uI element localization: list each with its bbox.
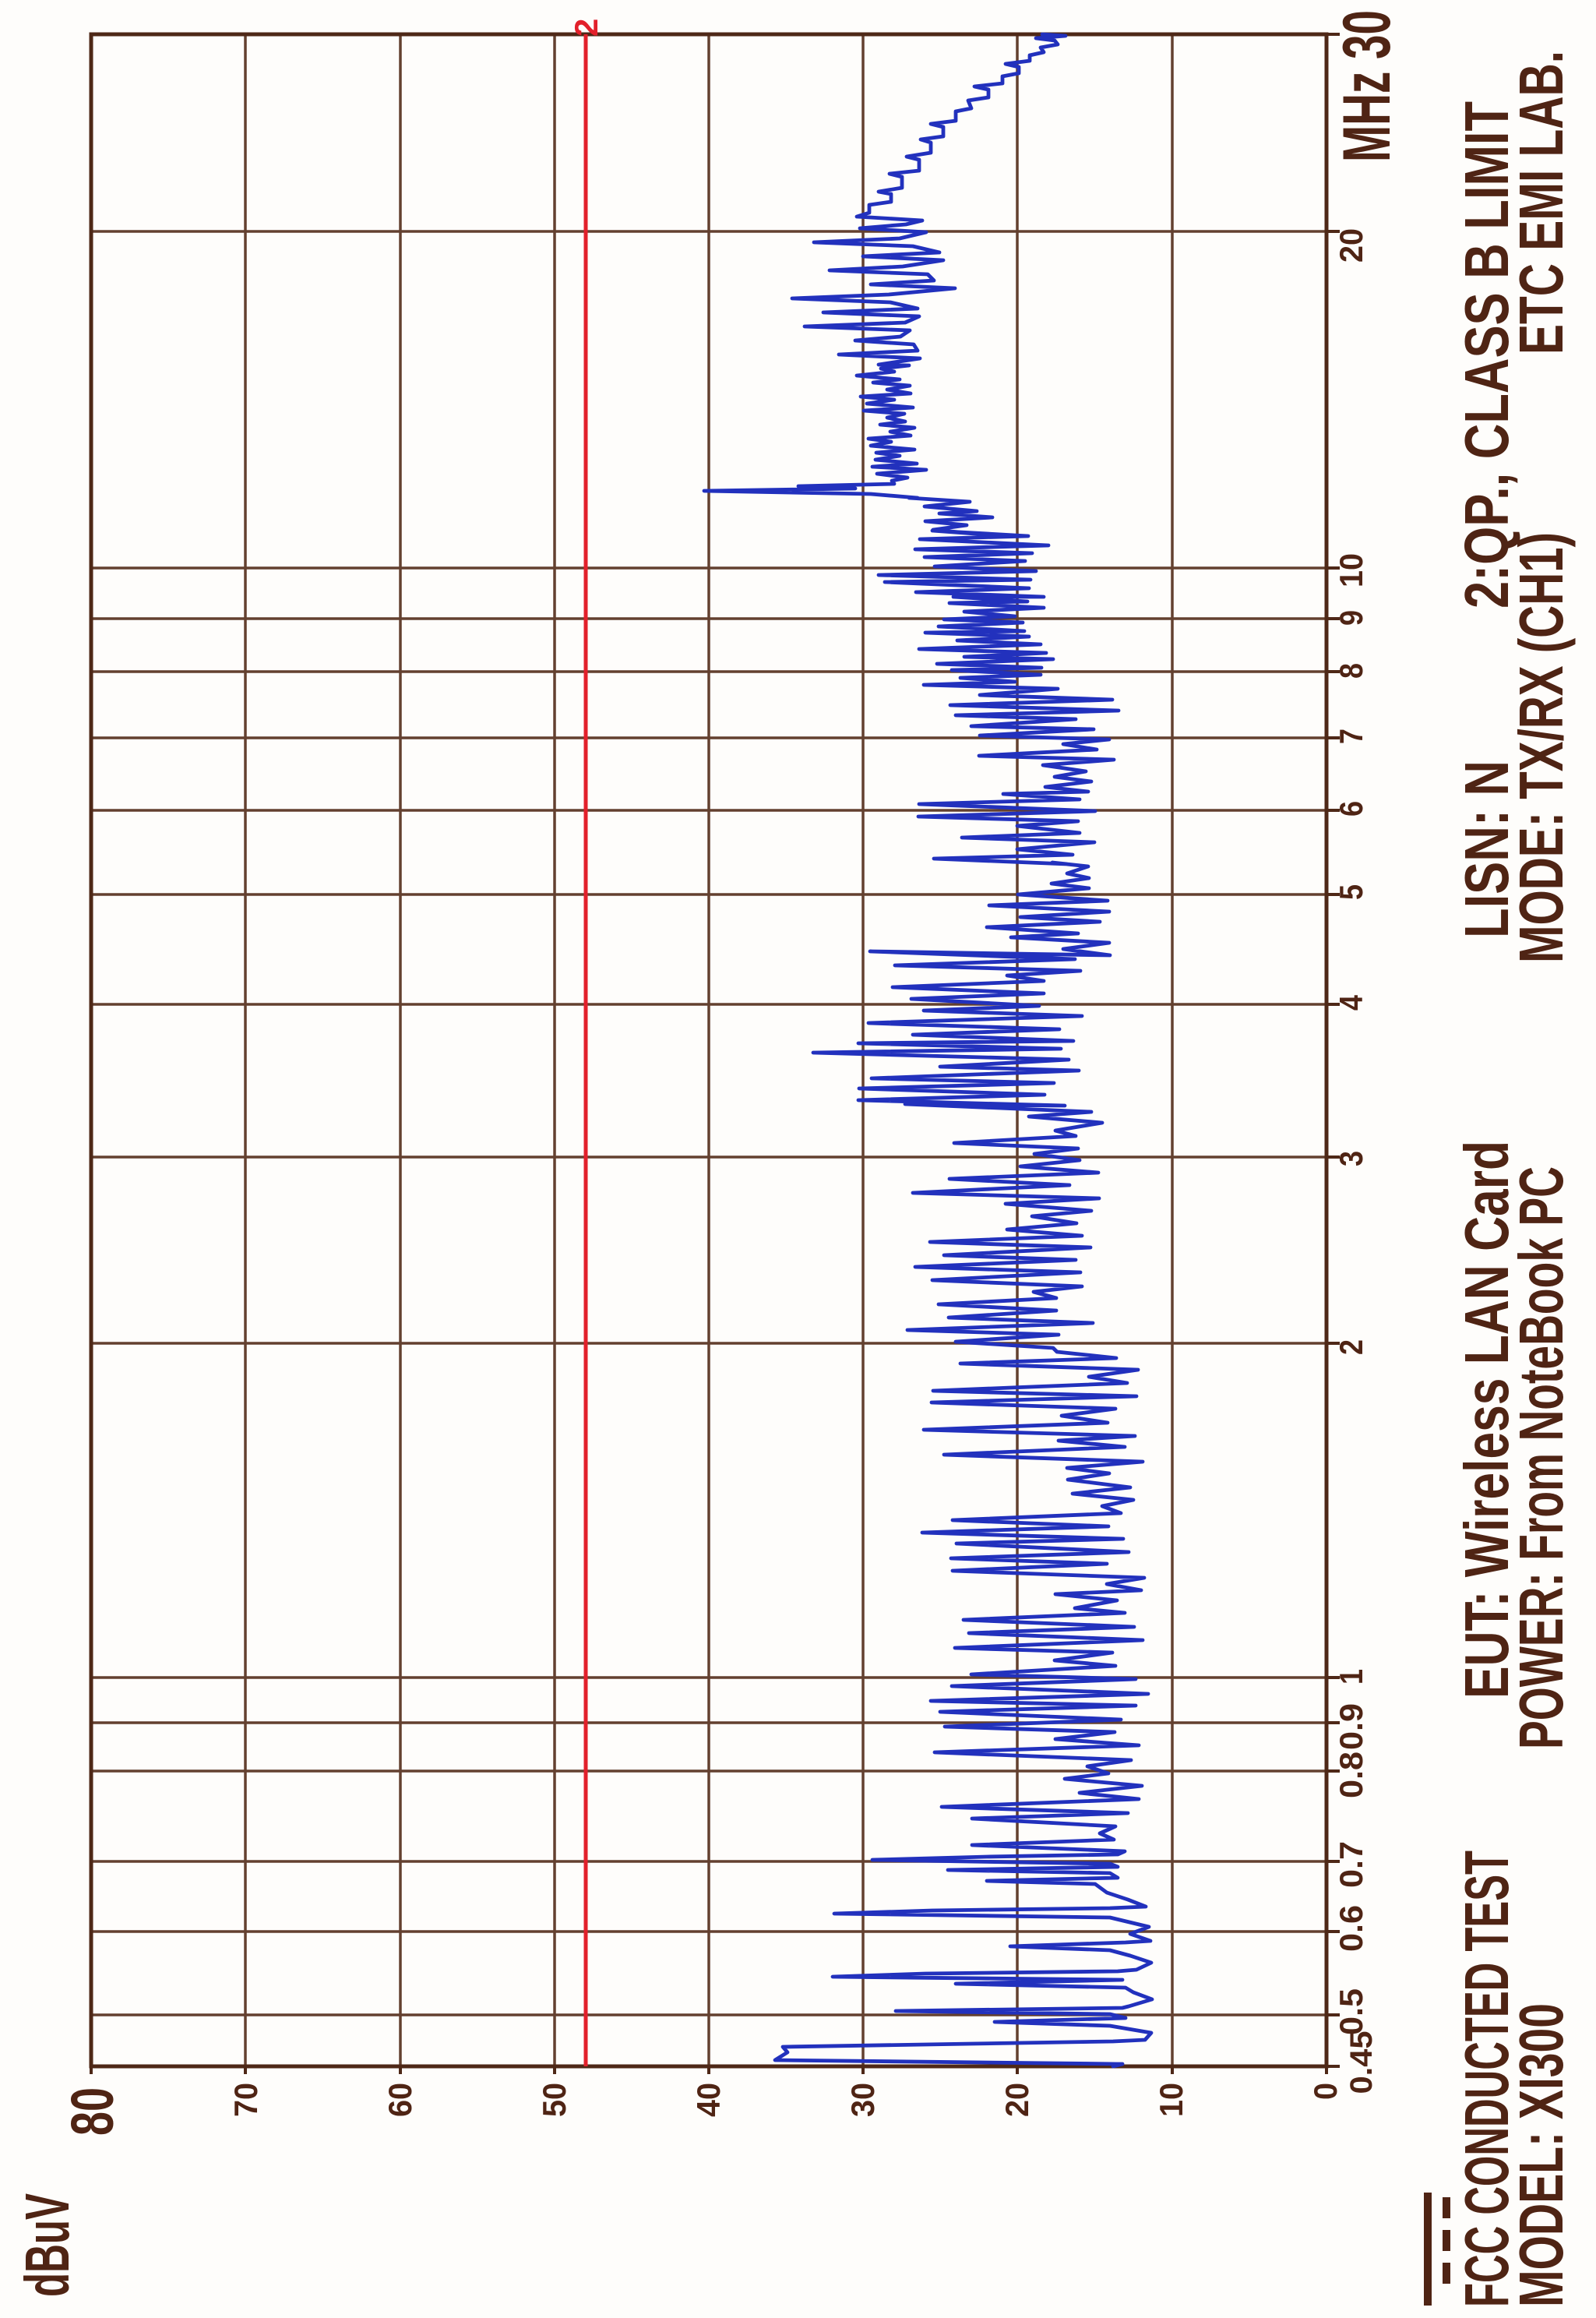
svg-text:0: 0	[1307, 2083, 1344, 2100]
svg-text:MODE: TX/RX (CH1): MODE: TX/RX (CH1)	[1506, 532, 1576, 963]
svg-text:0.7: 0.7	[1333, 1841, 1369, 1888]
svg-text:MHz 30: MHz 30	[1330, 10, 1404, 162]
svg-text:4: 4	[1333, 994, 1369, 1011]
svg-text:1: 1	[1333, 1669, 1369, 1685]
svg-text:8: 8	[1333, 663, 1369, 679]
svg-text:2: 2	[568, 19, 604, 37]
svg-text:3: 3	[1333, 1151, 1369, 1166]
svg-text:70: 70	[227, 2083, 264, 2117]
svg-text:5: 5	[1333, 884, 1369, 900]
svg-text:20: 20	[1333, 228, 1369, 263]
svg-text:0.8: 0.8	[1333, 1752, 1369, 1798]
svg-text:20: 20	[999, 2083, 1035, 2117]
svg-text:dBuV: dBuV	[12, 2193, 82, 2297]
svg-text:0.9: 0.9	[1333, 1703, 1369, 1750]
svg-text:9: 9	[1333, 610, 1369, 626]
svg-text:10: 10	[1333, 553, 1369, 587]
svg-text:60: 60	[382, 2083, 418, 2117]
svg-text:40: 40	[690, 2083, 727, 2117]
svg-text:MODEL: XI300: MODEL: XI300	[1506, 2003, 1576, 2307]
svg-text:6: 6	[1333, 801, 1369, 817]
svg-text:0.45: 0.45	[1344, 2031, 1379, 2094]
svg-text:30: 30	[844, 2083, 881, 2117]
svg-text:LISN: N: LISN: N	[1452, 760, 1521, 938]
svg-text:2:QP., CLASS B LIMIT: 2:QP., CLASS B LIMIT	[1452, 101, 1521, 609]
svg-text:50: 50	[536, 2083, 573, 2117]
svg-text:0.5: 0.5	[1333, 1988, 1369, 2035]
svg-text:10: 10	[1153, 2083, 1189, 2117]
svg-text:7: 7	[1333, 729, 1369, 744]
svg-text:FCC CONDUCTED TEST: FCC CONDUCTED TEST	[1452, 1851, 1521, 2307]
svg-text:0.6: 0.6	[1333, 1905, 1369, 1952]
svg-text:EUT: Wireless LAN Card: EUT: Wireless LAN Card	[1452, 1141, 1521, 1699]
svg-text:2: 2	[1333, 1339, 1369, 1355]
svg-text:ETC EMI LAB.: ETC EMI LAB.	[1506, 51, 1576, 355]
svg-text:80: 80	[59, 2087, 126, 2136]
svg-text:POWER: From NoteBook PC: POWER: From NoteBook PC	[1506, 1166, 1576, 1749]
